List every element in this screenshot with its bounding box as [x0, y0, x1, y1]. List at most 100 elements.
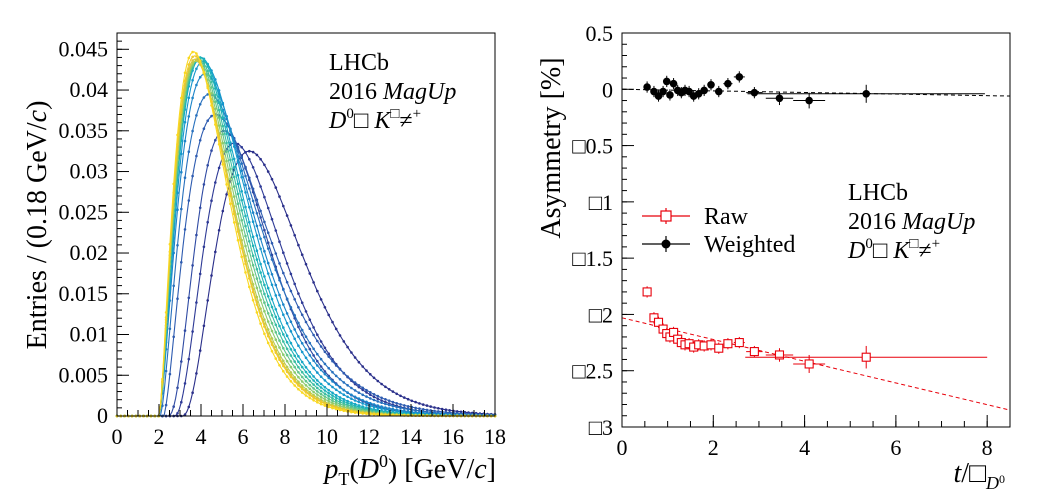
left-curve-point: [195, 301, 198, 304]
left-curve-point: [278, 324, 281, 328]
left-curve-point: [433, 409, 436, 413]
left-curve-point: [278, 346, 281, 349]
left-curve-point: [293, 371, 297, 374]
left-curve-point: [293, 328, 297, 331]
left-curve-point: [187, 296, 191, 300]
right-series-raw: [642, 286, 988, 373]
left-curve-point: [270, 349, 274, 353]
left-curve-point: [251, 211, 255, 214]
left-curve-point: [225, 125, 228, 128]
left-curve-point: [312, 399, 315, 402]
left-curve-point: [214, 181, 217, 184]
left-curve-point: [425, 404, 429, 407]
left-curve-point: [278, 293, 281, 297]
left-curve-point: [384, 406, 387, 409]
left-curve-point: [365, 388, 368, 392]
left-curve-point: [183, 329, 187, 332]
left-curve-point: [176, 133, 179, 137]
legend-weighted-marker: [661, 239, 671, 249]
left-curve-point: [289, 320, 293, 324]
left-curve-point: [334, 388, 338, 392]
left-curve-point: [304, 379, 308, 383]
left-curve-point: [319, 382, 323, 386]
right-annotation-line-1: LHCb: [848, 180, 908, 206]
left-curve-point: [334, 364, 338, 367]
left-curve-point: [312, 333, 315, 337]
left-curve-point: [372, 376, 376, 380]
left-curve-point: [266, 312, 270, 315]
left-curve-point: [338, 378, 342, 381]
left-curve-point: [380, 407, 383, 411]
left-curve-point: [266, 170, 270, 173]
left-curve-point: [255, 286, 259, 290]
left-curve-point: [255, 295, 259, 299]
left-curve-point: [300, 342, 304, 345]
left-curve-point: [221, 101, 225, 105]
left-curve-point: [244, 174, 247, 178]
left-curve-point: [191, 59, 194, 62]
left-curve-point: [274, 338, 278, 342]
left-curve-point: [248, 187, 251, 190]
left-curve-point: [327, 352, 331, 356]
left-curve-point: [353, 399, 357, 402]
left-curve-point: [202, 127, 206, 130]
left-curve-point: [293, 354, 297, 358]
left-curve-point: [319, 375, 323, 379]
left-curve-point: [255, 198, 259, 202]
right-legend: Raw Weighted: [642, 204, 795, 258]
left-curve-point: [334, 407, 338, 411]
right-y-tick-label: 0.5: [586, 21, 614, 46]
left-curve-point: [274, 308, 278, 311]
left-curve-point: [361, 388, 365, 392]
left-curve-point: [221, 133, 225, 136]
left-curve-point: [191, 50, 194, 54]
left-x-tick-label: 10: [316, 424, 338, 449]
left-curve-point: [346, 384, 349, 387]
left-curve-point: [395, 392, 399, 396]
left-curve-point: [198, 272, 202, 276]
left-curve-point: [282, 353, 285, 357]
left-curve-point: [202, 245, 206, 249]
left-curve-point: [334, 393, 338, 397]
left-curve-point: [316, 379, 319, 382]
left-curve-point: [240, 175, 243, 179]
left-curve-point: [387, 388, 391, 391]
left-curve-point: [300, 375, 304, 379]
left-curve-point: [331, 391, 334, 395]
left-curve-point: [289, 330, 293, 333]
left-curve-point: [308, 375, 312, 378]
left-curve-point: [353, 395, 357, 399]
right-annotation: LHCb 2016 MagUp D0□ K□≠+: [847, 180, 975, 264]
right-y-tick-label: □3: [589, 415, 613, 440]
left-curve-point: [278, 304, 281, 307]
left-curve-point: [376, 413, 380, 416]
left-curve-point: [334, 374, 338, 378]
left-curve-point: [206, 220, 209, 224]
left-curve-point: [304, 335, 308, 339]
left-curve-point: [285, 334, 289, 338]
left-curve-point: [319, 400, 323, 404]
left-curve-point: [289, 224, 293, 227]
right-x-ticks: 0 2 4 6 8: [617, 415, 1011, 460]
left-curve-point: [229, 202, 232, 206]
left-curve-point: [282, 303, 285, 306]
left-curve-point: [236, 173, 240, 177]
right-point-marker: [724, 79, 732, 88]
left-curve-point: [210, 80, 213, 84]
left-curve-point: [240, 198, 243, 202]
left-curve-point: [293, 365, 297, 369]
left-curve-point: [259, 237, 262, 241]
left-curve-point: [316, 390, 319, 393]
left-curve-point: [372, 393, 376, 396]
left-curve-point: [266, 334, 270, 338]
left-curve-point: [319, 357, 323, 361]
left-curve-point: [304, 340, 308, 344]
left-curve-point: [418, 407, 421, 410]
left-curve-point: [414, 400, 417, 404]
left-curve-point: [308, 393, 312, 397]
left-curve-point: [361, 402, 365, 405]
left-curve-point: [255, 303, 259, 306]
left-curve-point: [251, 235, 255, 239]
left-curve-point: [195, 83, 198, 87]
left-curve-point: [240, 169, 243, 172]
